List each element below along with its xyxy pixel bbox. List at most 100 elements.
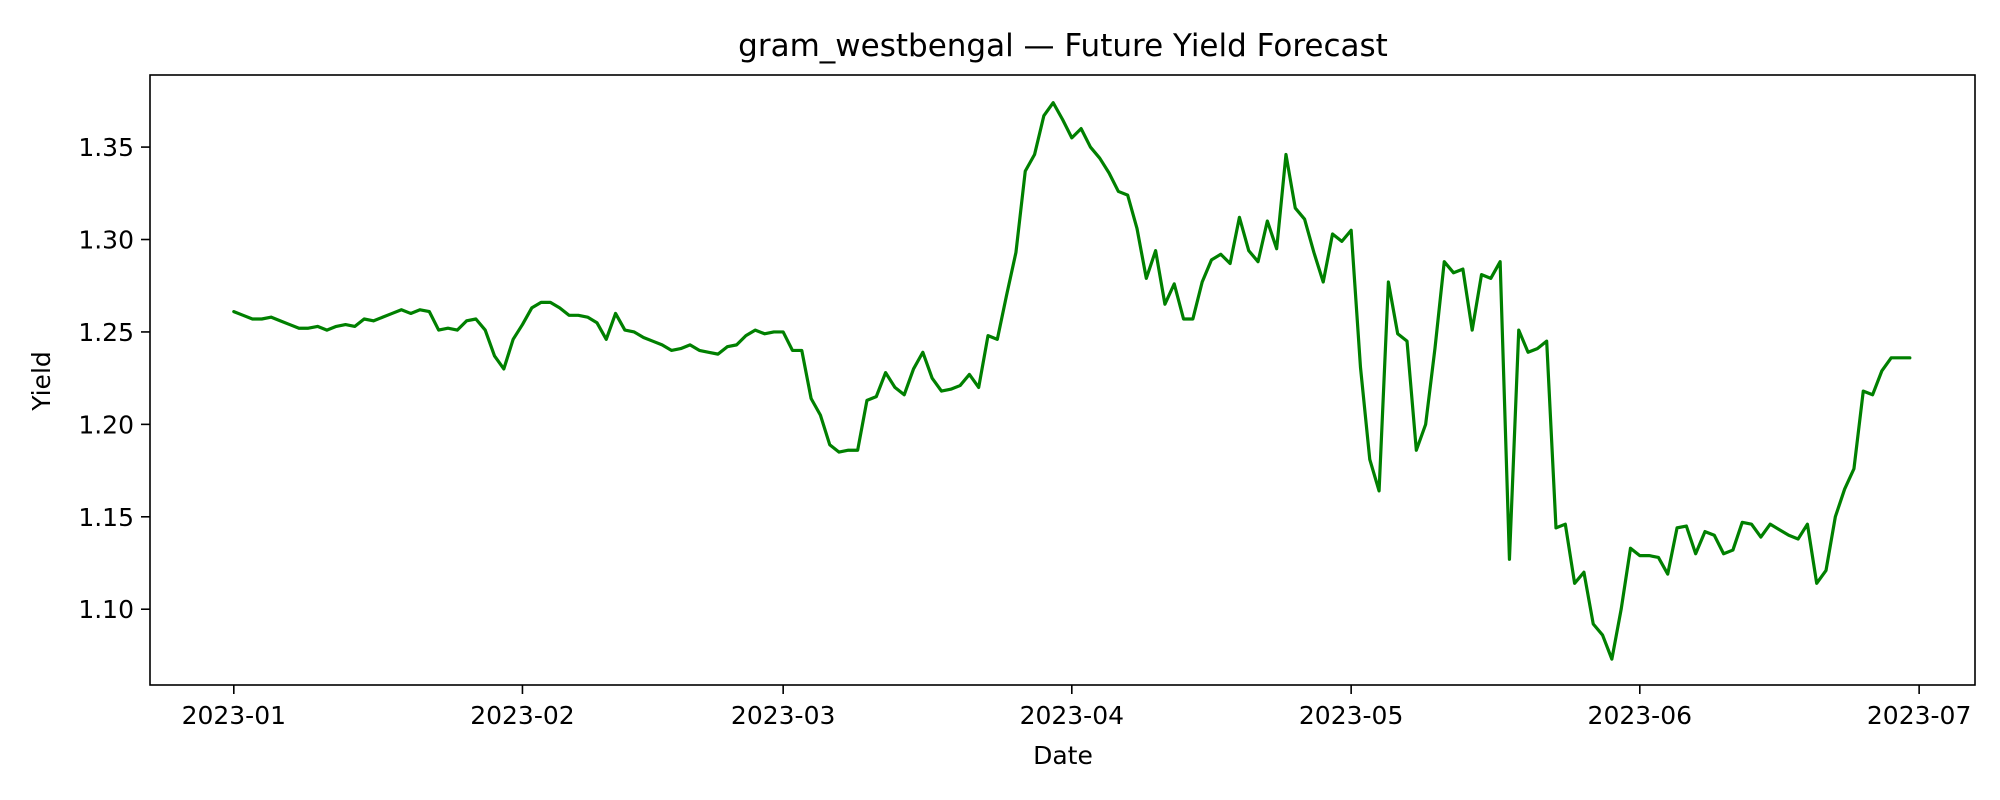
data-point	[1377, 489, 1381, 493]
data-point	[707, 351, 710, 354]
chart-title: gram_westbengal — Future Yield Forecast	[738, 28, 1388, 64]
plot-frame	[149, 74, 1976, 686]
data-point	[325, 328, 329, 332]
data-point	[549, 301, 552, 304]
data-point	[1387, 280, 1390, 284]
y-tick-label: 1.20	[78, 410, 134, 439]
data-point	[1415, 449, 1418, 452]
data-point	[726, 345, 729, 348]
data-point	[1657, 556, 1660, 559]
data-point	[1862, 389, 1865, 393]
y-axis: 1.10 1.15 1.20 1.25 1.30 1.35	[78, 133, 150, 624]
data-point	[1713, 534, 1716, 537]
data-point	[1675, 526, 1679, 530]
data-point	[344, 323, 347, 326]
data-point	[772, 330, 776, 334]
data-point	[260, 317, 263, 321]
data-point	[1796, 537, 1800, 541]
data-point	[232, 310, 235, 313]
data-point	[1582, 571, 1586, 574]
data-point	[372, 319, 375, 323]
data-point	[875, 395, 878, 398]
data-point	[1722, 552, 1725, 555]
data-point	[1210, 258, 1213, 262]
data-point	[418, 308, 422, 311]
data-point	[1666, 572, 1669, 576]
data-point	[409, 312, 412, 315]
y-axis-label: Yield	[27, 351, 56, 412]
data-point	[1173, 282, 1176, 286]
data-point	[1843, 487, 1846, 491]
data-point	[1312, 251, 1316, 254]
plot-area	[150, 75, 1975, 685]
data-point	[623, 328, 627, 332]
data-point	[1489, 277, 1493, 280]
data-point	[1461, 267, 1465, 271]
data-point	[1107, 171, 1111, 175]
data-point	[1787, 534, 1790, 537]
data-point	[1731, 548, 1735, 552]
data-point	[241, 314, 245, 317]
data-point	[809, 397, 813, 400]
data-point	[353, 325, 357, 328]
data-point	[1424, 423, 1427, 426]
data-point	[632, 330, 636, 334]
data-point	[1629, 547, 1632, 550]
data-point	[1619, 608, 1623, 611]
data-point	[903, 393, 906, 396]
data-point	[1070, 136, 1074, 140]
data-point	[1117, 190, 1120, 193]
data-point	[940, 389, 943, 393]
y-tick-label: 1.15	[78, 503, 134, 532]
data-point	[1061, 118, 1064, 121]
data-point	[847, 449, 850, 452]
data-point	[1228, 262, 1232, 265]
data-point	[698, 349, 701, 352]
data-point	[456, 328, 459, 332]
data-point	[1396, 332, 1399, 335]
data-point	[651, 339, 655, 343]
data-point	[1284, 153, 1288, 156]
x-tick-label: 2023-03	[731, 701, 835, 730]
data-point	[1219, 253, 1222, 256]
data-point	[390, 312, 394, 315]
data-point	[539, 301, 543, 304]
data-point	[1443, 260, 1446, 263]
data-point	[716, 352, 720, 356]
data-point	[930, 376, 934, 380]
data-point	[1145, 277, 1148, 280]
data-point	[1806, 522, 1809, 526]
data-point	[1834, 515, 1837, 518]
data-point	[996, 338, 999, 341]
data-point	[381, 315, 384, 319]
data-point	[1871, 393, 1874, 396]
data-point	[1517, 328, 1520, 332]
data-point	[1601, 633, 1604, 637]
data-point	[1182, 317, 1185, 321]
data-point	[297, 327, 301, 330]
data-point	[1508, 558, 1511, 561]
data-point	[1647, 554, 1651, 557]
data-point	[335, 325, 338, 328]
data-point	[1564, 522, 1567, 526]
data-point	[1033, 153, 1036, 156]
data-point	[1154, 249, 1157, 252]
data-point	[1247, 249, 1250, 252]
data-point	[1694, 552, 1697, 555]
data-point	[1768, 522, 1772, 526]
data-point	[1266, 219, 1269, 223]
data-point	[1024, 169, 1027, 173]
data-point	[400, 308, 403, 311]
data-point	[744, 334, 748, 337]
data-point	[1480, 273, 1483, 276]
data-point	[1498, 260, 1502, 263]
data-point	[968, 373, 971, 376]
data-point	[679, 347, 682, 350]
x-tick-label: 2023-02	[470, 701, 574, 730]
yield-forecast-points	[232, 101, 1912, 661]
data-point	[1433, 347, 1437, 350]
data-point	[474, 317, 478, 321]
data-point	[502, 367, 506, 371]
data-point	[986, 334, 990, 337]
